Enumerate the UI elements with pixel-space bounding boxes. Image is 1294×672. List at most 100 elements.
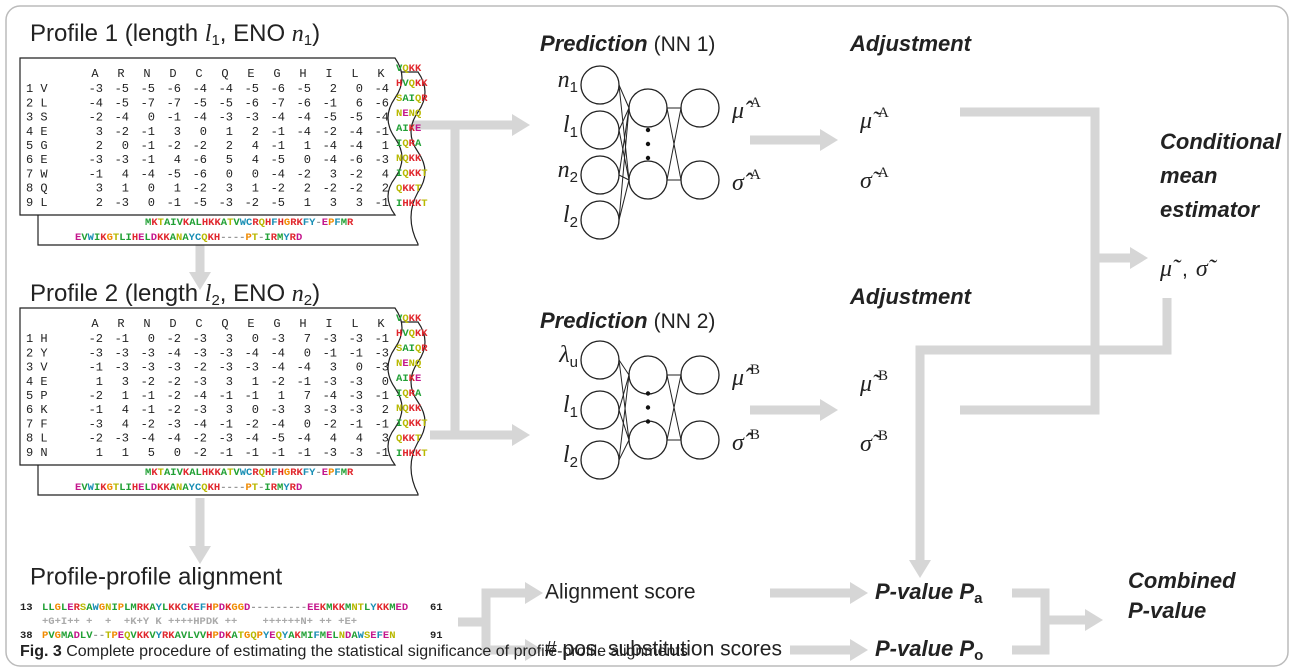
side-strip: QKKT [396, 183, 421, 195]
hidden-node [628, 160, 668, 200]
cell: 7 [304, 389, 311, 403]
column-label: D [169, 317, 176, 331]
cell: -5 [219, 96, 233, 110]
cell: -3 [349, 446, 363, 460]
row-label: 8 Q [26, 182, 48, 196]
dot [645, 419, 651, 424]
cell: -5 [141, 82, 155, 96]
row-label: 9 N [26, 446, 48, 460]
row-label: 2 Y [26, 346, 48, 360]
cell: 2 [304, 182, 311, 196]
cell: -1 [141, 153, 155, 167]
cell: -6 [167, 82, 181, 96]
sub: 2 [570, 454, 578, 471]
combined-line: P-value [1128, 598, 1206, 623]
symbol: l [563, 392, 570, 418]
side-strip: NENQ [396, 358, 421, 370]
cell: -1 [219, 446, 233, 460]
cell: -1 [141, 125, 155, 139]
cell: -3 [89, 346, 103, 360]
cell: -4 [323, 139, 337, 153]
cell: 1 [174, 182, 181, 196]
cell: -4 [141, 167, 155, 181]
column-label: A [91, 317, 99, 331]
cell: -2 [349, 167, 363, 181]
edge [618, 179, 630, 221]
cell: -4 [297, 361, 311, 375]
sub: B [878, 428, 888, 444]
cell: -3 [89, 417, 103, 431]
cell: -4 [271, 111, 285, 125]
column-label: N [143, 317, 150, 331]
input-label: n2 [558, 157, 578, 186]
cell: -1 [219, 417, 233, 431]
cell: -1 [245, 446, 259, 460]
sub: 1 [570, 124, 578, 141]
cell: -4 [141, 432, 155, 446]
cell: -1 [297, 446, 311, 460]
nn1-title: Prediction (NN 1) [540, 31, 715, 56]
edge [666, 107, 682, 181]
bottom-end: 91 [430, 630, 443, 642]
row-label: 7 W [26, 167, 48, 181]
input-node [580, 200, 620, 240]
combined-line: Combined [1128, 568, 1236, 593]
dot [645, 155, 651, 161]
cell: -3 [167, 361, 181, 375]
cell: -4 [349, 125, 363, 139]
symbol: l [563, 112, 570, 138]
cell: -3 [115, 153, 129, 167]
cell: 1 [304, 139, 311, 153]
column-label: Q [221, 67, 228, 81]
edge [666, 374, 682, 441]
cell: -3 [115, 346, 129, 360]
edge [618, 359, 630, 376]
sequence-strip: EVWIKGTLIHELDKKANAYCQKH----PT-IRMYRD [75, 232, 302, 244]
bottom-seq: PVGMADLV--TPEQVKKVYRKAVLVVHPDKATGQPYEQYA… [42, 630, 396, 642]
column-label: K [377, 67, 385, 81]
substitution-scores: # pos. substitution scores [545, 638, 782, 661]
cell: 0 [148, 111, 155, 125]
cell: -2 [193, 432, 207, 446]
cell: 1 [382, 139, 389, 153]
cell: -5 [193, 96, 207, 110]
cell: 3 [226, 332, 233, 346]
edge [618, 174, 630, 181]
cell: 3 [96, 125, 103, 139]
cell: 1 [226, 125, 233, 139]
cell: -3 [141, 346, 155, 360]
cell: 1 [304, 196, 311, 210]
cell: -4 [193, 82, 207, 96]
cell: 3 [330, 196, 337, 210]
cell: -4 [297, 111, 311, 125]
cell: -1 [375, 417, 389, 431]
cell: -4 [115, 111, 129, 125]
column-label: G [273, 67, 280, 81]
column-label: E [247, 67, 254, 81]
input-node [580, 65, 620, 105]
output-node [680, 420, 720, 460]
cell: -2 [89, 111, 103, 125]
row-label: 6 E [26, 153, 48, 167]
cell: 2 [382, 403, 389, 417]
cell: -6 [193, 167, 207, 181]
cell: -3 [349, 389, 363, 403]
edge [618, 107, 630, 131]
edge [618, 359, 630, 441]
side-strip: IQKKT [396, 418, 428, 430]
cell: 5 [148, 446, 155, 460]
cell: -4 [375, 111, 389, 125]
cell: 2 [330, 82, 337, 96]
cell: -6 [297, 96, 311, 110]
cell: 3 [330, 361, 337, 375]
edge [618, 439, 630, 461]
cell: 3 [174, 125, 181, 139]
symbol: n [558, 67, 570, 93]
cell: 6 [356, 96, 363, 110]
cell: 1 [122, 182, 129, 196]
cell: -3 [323, 446, 337, 460]
cell: -3 [115, 361, 129, 375]
sub: B [750, 362, 760, 378]
row-label: 9 L [26, 196, 48, 210]
cell: -1 [271, 446, 285, 460]
